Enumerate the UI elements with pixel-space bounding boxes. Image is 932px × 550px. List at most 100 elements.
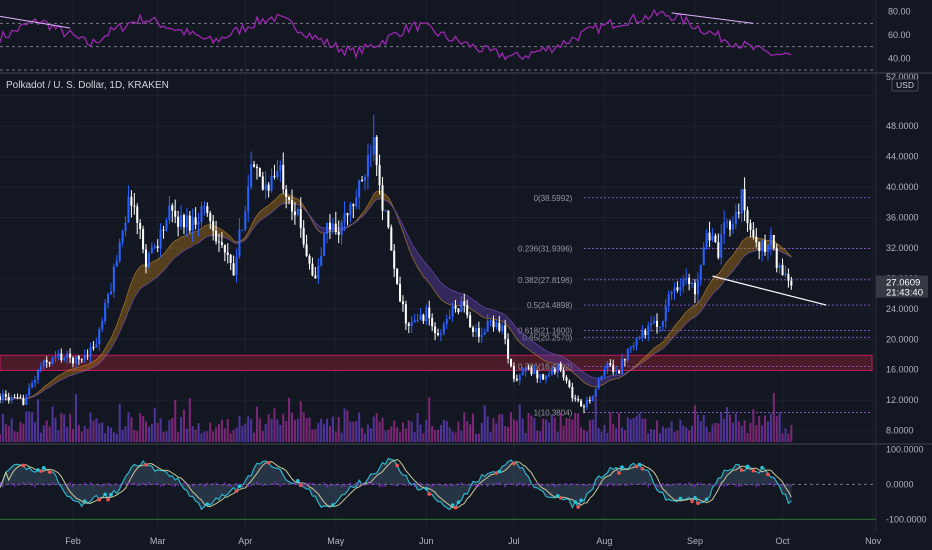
osc-hist-bar <box>110 484 112 487</box>
osc-cross-dot <box>234 489 239 494</box>
candle-body <box>156 246 159 249</box>
osc-hist-bar <box>381 484 384 487</box>
volume-bars <box>0 392 793 442</box>
volume-bar <box>194 429 197 442</box>
candle <box>334 211 337 235</box>
candle <box>550 364 553 376</box>
osc-cross-dot <box>620 465 624 469</box>
volume-bar <box>36 399 39 442</box>
candle <box>261 171 264 191</box>
osc-hist-bar <box>206 482 209 485</box>
volume-bar <box>290 412 294 442</box>
osc-cross-dot <box>237 484 242 489</box>
candle <box>212 214 215 241</box>
volume-bar <box>253 432 256 442</box>
rsi-panel[interactable] <box>0 8 876 71</box>
candle-body <box>361 180 364 182</box>
time-axis[interactable]: FebMarAprMayJunJulAugSepOctNovDec <box>0 532 932 550</box>
support-zone[interactable] <box>0 354 873 371</box>
candle-body <box>399 283 402 302</box>
osc-hist-bar <box>116 483 118 485</box>
panel-dividers[interactable] <box>0 0 932 532</box>
volume-bar <box>708 432 711 442</box>
osc-hist-bar <box>705 484 708 486</box>
candle-body <box>98 329 101 345</box>
osc-cross-dot <box>36 468 40 472</box>
candle <box>31 380 34 389</box>
osc-hist-bar <box>773 484 775 487</box>
volume-bar <box>74 394 77 442</box>
osc-hist-bar <box>335 484 337 486</box>
candle <box>381 176 384 221</box>
ema-ribbon-segment <box>373 191 377 203</box>
osc-hist-bar <box>224 482 226 485</box>
candle <box>358 179 361 210</box>
volume-bar <box>726 407 729 442</box>
candle-body <box>574 398 577 400</box>
volume-bar <box>670 421 673 442</box>
osc-hist-bar <box>45 483 48 485</box>
osc-hist-bar <box>159 484 162 487</box>
candle-body <box>746 210 749 224</box>
candle <box>734 204 737 229</box>
ema-ribbon-segment <box>586 374 590 386</box>
candle <box>661 320 664 332</box>
candle-body <box>658 326 661 328</box>
volume-bar <box>217 423 221 442</box>
symbol-title: Polkadot / U. S. Dollar, 1D, KRAKEN <box>6 80 169 91</box>
candle <box>419 308 422 321</box>
osc-hist-bar <box>583 484 585 487</box>
volume-bar <box>711 424 714 442</box>
candle <box>620 353 623 376</box>
volume-bar <box>206 431 209 442</box>
candle <box>267 181 270 198</box>
osc-hist-bar <box>624 484 626 486</box>
ema-ribbon-segment <box>721 265 725 286</box>
volume-bar <box>366 424 369 442</box>
candle <box>533 365 536 375</box>
candle-body <box>19 397 22 399</box>
oscillator-panel[interactable] <box>0 457 876 520</box>
price-tick-label: 12.0000 <box>886 395 919 405</box>
volume-bar <box>469 424 472 442</box>
ema-ribbon-segment <box>423 260 427 280</box>
osc-hist-bar <box>775 483 778 485</box>
osc-hist-bar <box>340 484 343 488</box>
price-axis[interactable]: 80.00 60.00 40.00 52.0000 48.0000 44.0000 40.0… <box>876 7 928 525</box>
candle <box>658 326 661 332</box>
ema-ribbon-segment <box>741 238 745 259</box>
candle <box>547 370 550 378</box>
candle <box>571 382 574 402</box>
ema-ribbon-segment <box>554 354 558 365</box>
fibonacci-retracement[interactable]: 0(38.5992) 0.236(31.9396) 0.382(27.8196) 0.… <box>518 194 872 418</box>
ema-ribbon-segment <box>131 275 135 305</box>
osc-hist-bar <box>384 484 387 487</box>
candle <box>480 327 483 343</box>
ema-ribbon-segment <box>259 209 263 221</box>
candle <box>7 392 10 404</box>
ema-ribbon-segment <box>300 201 304 209</box>
osc-hist-bar <box>606 484 609 487</box>
osc-hist-bar <box>364 484 366 486</box>
volume-bar <box>667 427 670 442</box>
osc-hist-bar <box>209 484 212 485</box>
osc-hist-bar <box>346 483 349 485</box>
volume-bar <box>442 419 445 442</box>
ema-ribbon-segment <box>697 299 701 315</box>
osc-wave-2 <box>0 458 792 509</box>
candle <box>22 394 25 406</box>
ema-ribbon-segment <box>484 307 488 319</box>
ema-ribbon-segment <box>362 210 365 217</box>
candle-body <box>147 253 150 267</box>
candle <box>781 258 784 276</box>
osc-hist-bar <box>790 484 793 487</box>
osc-hist-bar <box>98 484 101 486</box>
osc-hist-bar <box>749 484 752 486</box>
osc-hist-bar <box>218 484 220 485</box>
ema-ribbon-segment <box>566 358 570 370</box>
price-candles[interactable] <box>0 114 793 414</box>
price-trendline[interactable] <box>712 275 827 306</box>
candle-body <box>726 221 729 223</box>
volume-bar <box>600 431 603 442</box>
